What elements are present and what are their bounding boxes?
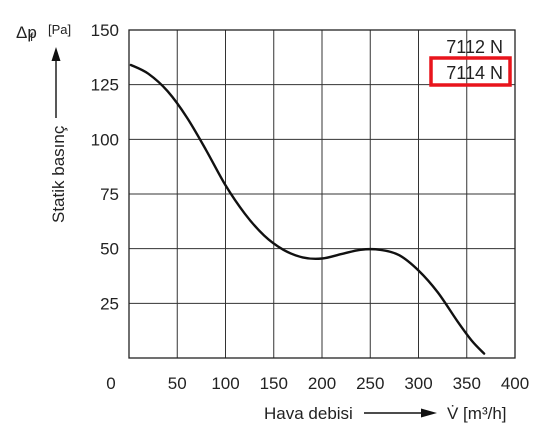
x-tick-label: 250 (356, 374, 384, 393)
x-axis-arrow (364, 408, 437, 418)
y-tick-label: 25 (100, 294, 119, 313)
x-tick-label: 200 (308, 374, 336, 393)
y-tick-label: 75 (100, 185, 119, 204)
x-tick-label: 0 (106, 374, 115, 393)
x-tick-label: 350 (453, 374, 481, 393)
y-tick-labels: 25 50 75 100 125 150 (91, 21, 119, 313)
y-axis-unit-subscript: f (30, 30, 34, 44)
x-axis-unit: V̇ [m³/h] (447, 404, 507, 423)
plot-frame (128, 29, 516, 359)
legend-label-7114: 7114 N (446, 63, 503, 83)
x-tick-label: 300 (404, 374, 432, 393)
axes (128, 29, 516, 359)
y-axis-unit: [Pa] (48, 22, 71, 37)
x-axis-title: Hava debisi (264, 404, 353, 423)
y-tick-label: 100 (91, 130, 119, 149)
x-tick-label: 400 (501, 374, 529, 393)
y-axis-unit-symbol: Δp (16, 23, 37, 42)
grid-lines (129, 30, 515, 358)
x-tick-labels: 0 50 100 150 200 250 300 350 400 (106, 374, 529, 393)
y-tick-label: 50 (100, 240, 119, 259)
series-curve (129, 63, 486, 355)
y-tick-label: 150 (91, 21, 119, 40)
x-tick-label: 100 (211, 374, 239, 393)
legend-highlight-box (429, 56, 512, 87)
legend-label-7112: 7112 N (446, 37, 503, 57)
y-axis-title: Statik basınç (49, 125, 68, 223)
x-tick-label: 150 (260, 374, 288, 393)
y-axis-arrow (51, 47, 61, 118)
x-tick-label: 50 (168, 374, 187, 393)
y-tick-label: 125 (91, 76, 119, 95)
